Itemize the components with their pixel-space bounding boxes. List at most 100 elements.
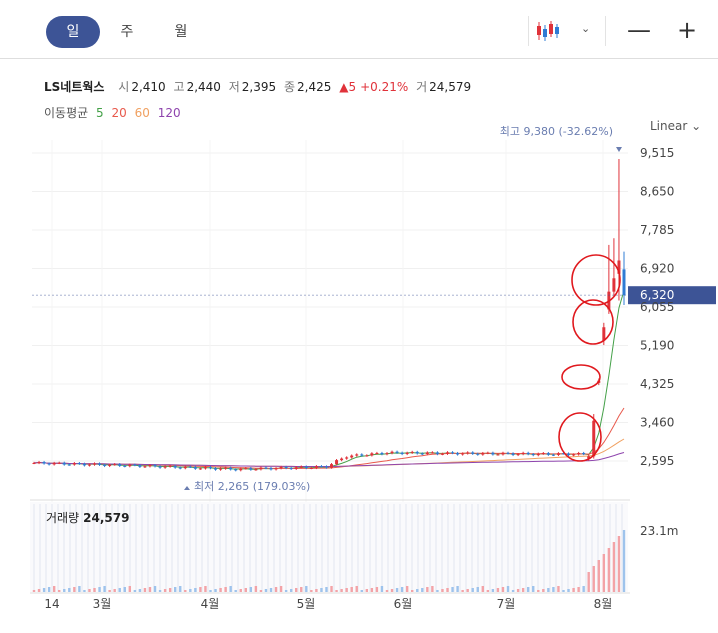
volume-bar: [295, 588, 298, 592]
y-tick-label: 8,650: [640, 185, 674, 199]
volume-bar: [325, 587, 328, 592]
volume-bar: [547, 588, 550, 592]
candle-body: [309, 467, 313, 469]
volume-bar: [279, 586, 283, 592]
volume-bar: [416, 589, 419, 592]
candle-body: [198, 468, 202, 470]
volume-bar: [340, 589, 343, 592]
volume-bar: [184, 590, 187, 592]
y-tick-label: 6,055: [640, 300, 674, 314]
zoom-out-button[interactable]: —: [627, 16, 651, 44]
volume-bar: [320, 588, 323, 592]
volume-bar: [98, 587, 101, 592]
volume-bar: [476, 587, 479, 592]
candle-body: [335, 460, 339, 465]
volume-bar: [234, 590, 237, 592]
annotation-circle: [571, 254, 621, 306]
candle-body: [551, 454, 555, 456]
ma-label: 이동평균: [44, 106, 89, 120]
candle-body: [541, 453, 545, 455]
volume-bar: [153, 586, 157, 592]
toolbar: 일 주 월 ⌄ — +: [0, 0, 718, 59]
candle-body: [405, 452, 409, 455]
candle-body: [133, 464, 137, 466]
high-label: 고: [173, 80, 185, 94]
tab-day[interactable]: 일: [46, 16, 100, 48]
ma-120: 120: [157, 106, 181, 120]
volume-bar: [567, 589, 570, 592]
volume-bar: [52, 586, 56, 592]
candle-body: [521, 452, 525, 455]
candle-body: [324, 466, 328, 468]
tab-month[interactable]: 월: [174, 24, 188, 40]
candle-body: [294, 467, 298, 469]
volume-bar: [254, 586, 258, 592]
low-value: 2,395: [241, 80, 277, 94]
candle-body: [103, 464, 107, 466]
volume-bar: [542, 589, 545, 592]
volume-bar: [189, 589, 192, 592]
candle-body: [98, 463, 102, 465]
stock-name: LS네트웍스: [44, 80, 105, 94]
change-value: ▲5: [339, 80, 357, 94]
candle-body: [360, 454, 364, 456]
candle-body: [128, 464, 132, 467]
candle-body: [345, 457, 349, 459]
volume-bar: [602, 554, 606, 592]
y-tick-label: 5,190: [640, 339, 674, 353]
volume-bar: [436, 590, 439, 592]
candle-body: [340, 458, 344, 461]
candle-body: [435, 452, 439, 455]
volume-bar: [501, 587, 505, 592]
volume-panel-value: 24,579: [83, 511, 130, 525]
volume-bar: [360, 590, 363, 592]
zoom-in-button[interactable]: +: [676, 16, 698, 44]
ma-60: 60: [134, 106, 150, 120]
annotation-circle: [558, 412, 602, 462]
volume-bar: [143, 588, 147, 592]
scale-mode-selector[interactable]: Linear ⌄: [650, 119, 701, 133]
volume-bar: [93, 588, 96, 592]
candle-body: [279, 466, 283, 469]
volume-bar: [385, 590, 389, 592]
candle-body: [249, 468, 253, 470]
candle-body: [506, 452, 510, 454]
candle-body: [365, 455, 369, 457]
tab-week[interactable]: 주: [120, 24, 134, 40]
chart-type-selector[interactable]: ⌄: [528, 16, 606, 46]
volume-axis-label: 23.1m: [640, 524, 678, 538]
candle-body: [536, 453, 540, 456]
volume-bar: [572, 588, 575, 592]
high-annotation: 최고 9,380 (-32.62%): [500, 125, 613, 138]
volume-bar: [83, 590, 86, 592]
candlestick-icon: [537, 21, 559, 41]
candle-body: [355, 454, 359, 456]
volume-value: 24,579: [429, 80, 472, 94]
volume-bar: [108, 590, 111, 592]
candle-body: [531, 454, 535, 456]
volume-bar: [330, 586, 333, 592]
volume-bar: [123, 587, 126, 592]
candle-body: [622, 269, 626, 296]
chevron-down-icon[interactable]: ⌄: [581, 22, 591, 35]
low-marker-icon: [184, 486, 190, 490]
candle-body: [158, 466, 162, 468]
volume-bar: [395, 588, 399, 592]
ma-line-5: [33, 290, 625, 470]
volume-bar: [421, 588, 424, 592]
candle-body: [400, 452, 404, 455]
candle-body: [486, 452, 490, 454]
volume-bar: [345, 588, 348, 592]
volume-bar: [88, 589, 91, 592]
x-tick-label: 4월: [201, 597, 220, 611]
volume-bar: [128, 586, 132, 592]
volume-bar: [163, 589, 167, 592]
volume-bar: [289, 589, 293, 592]
volume-panel-label: 거래량 24,579: [46, 509, 129, 526]
volume-bar: [118, 588, 121, 592]
volume-bar: [47, 587, 51, 592]
candle-body: [93, 463, 97, 465]
volume-bar: [537, 590, 540, 592]
volume-bar: [521, 588, 525, 592]
volume-bar: [431, 586, 434, 592]
